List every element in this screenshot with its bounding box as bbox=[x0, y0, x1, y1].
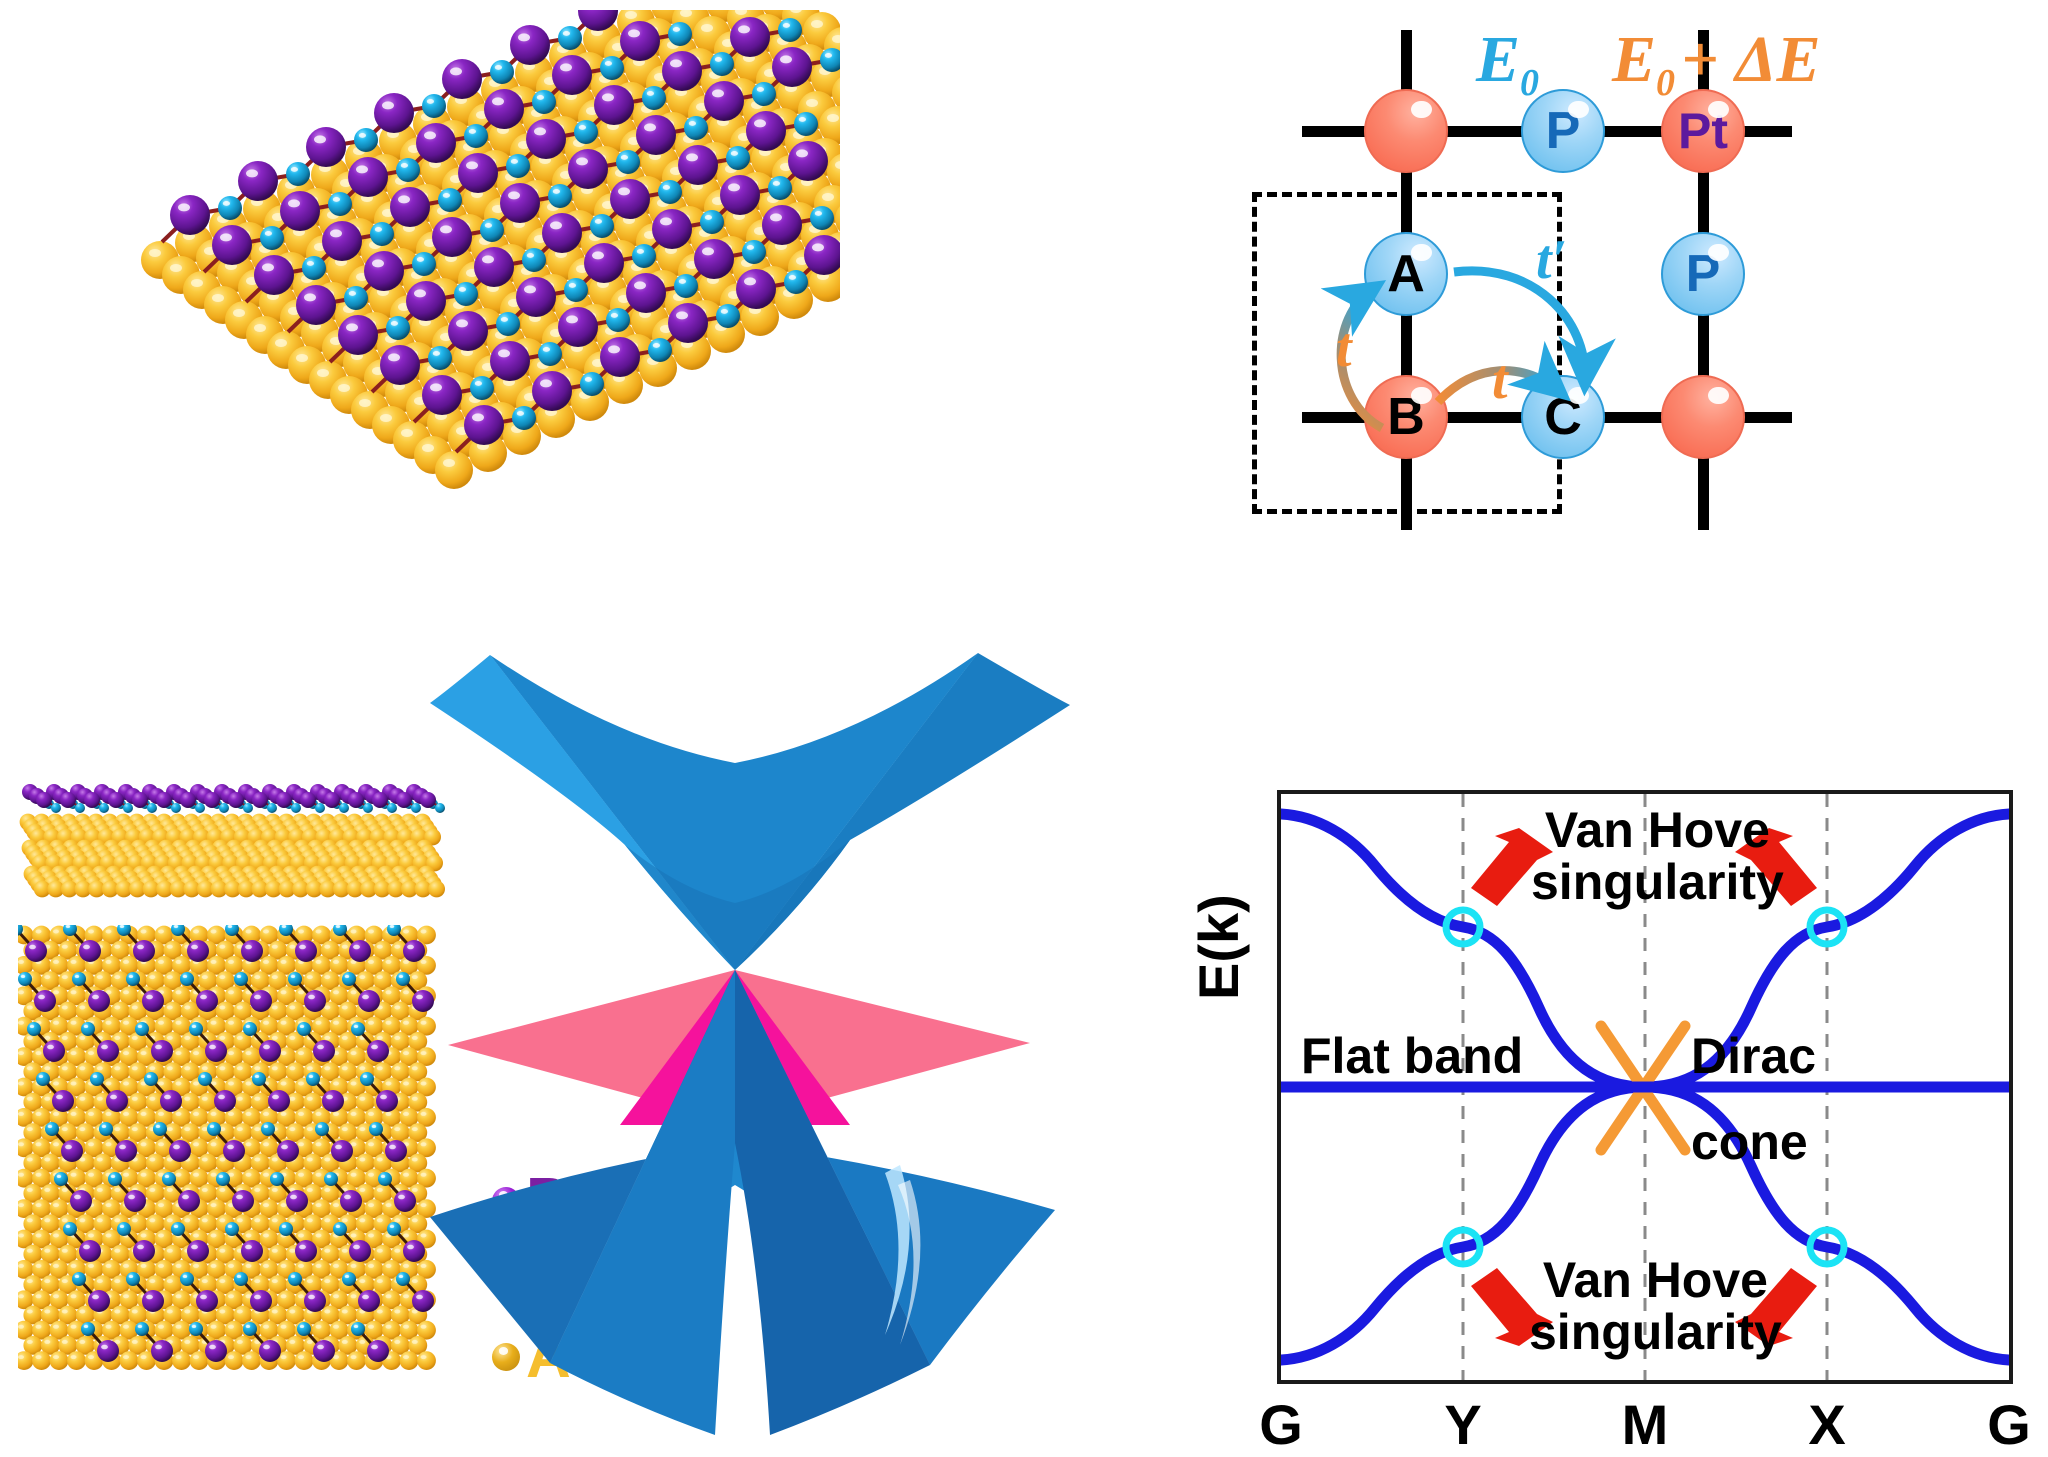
van-hove-markers bbox=[1442, 906, 1848, 1268]
node-label-b: B bbox=[1387, 388, 1425, 446]
lattice-node-b: B bbox=[1364, 375, 1448, 459]
band-curve-upper-right bbox=[1639, 808, 2009, 1093]
dirac-cone-line2: cone bbox=[1691, 1114, 1808, 1170]
lower-cone bbox=[430, 970, 1055, 1435]
arrow-vhs-upper-right bbox=[1735, 828, 1817, 906]
node-label-pt-top: Pt bbox=[1678, 103, 1728, 159]
vhs-bottom-line2: singularity bbox=[1529, 1304, 1782, 1360]
annotation-van-hove-bottom: Van Hove singularity bbox=[1529, 1254, 1782, 1358]
vhs-bottom-line1: Van Hove bbox=[1542, 1252, 1768, 1308]
van-hove-marker-lower-left bbox=[1442, 1226, 1484, 1268]
band-xtick-M: M bbox=[1621, 1393, 1669, 1456]
node-label-p-top: P bbox=[1545, 102, 1581, 160]
lattice-node-c: C bbox=[1521, 375, 1605, 459]
band-xtick-G-right: G bbox=[1987, 1393, 2031, 1456]
dirac-cone-line1: Dirac bbox=[1691, 1028, 1817, 1084]
vhs-top-line1: Van Hove bbox=[1544, 802, 1770, 858]
structure-topview-svg bbox=[9, 922, 436, 1370]
annotation-dirac-cone: Dirac cone bbox=[1691, 1030, 1816, 1168]
structure-side-svg bbox=[19, 784, 445, 898]
band-curve-lower-left bbox=[1281, 1081, 1651, 1366]
lattice-node-p-top: P bbox=[1521, 89, 1605, 173]
node-label-a: A bbox=[1387, 245, 1425, 303]
node-label-c: C bbox=[1544, 388, 1582, 446]
lattice-node-corner-bottom-right bbox=[1661, 375, 1745, 459]
energy-label-p: E0 bbox=[1476, 23, 1540, 105]
band-xtick-X: X bbox=[1808, 1393, 1846, 1456]
vhs-top-line2: singularity bbox=[1531, 854, 1784, 910]
hopping-label-tprime: t′ bbox=[1536, 229, 1568, 291]
band-curve-lower-right bbox=[1639, 1081, 2009, 1366]
lattice-node-a: A bbox=[1364, 232, 1448, 316]
node-label-p-right: P bbox=[1685, 245, 1721, 303]
structure-top-perspective bbox=[40, 0, 886, 550]
au-dot-icon bbox=[492, 1343, 520, 1371]
lattice-node-p-right: P bbox=[1661, 232, 1745, 316]
band-curve-upper-left bbox=[1281, 808, 1651, 1093]
lattice-node-corner-top bbox=[1364, 89, 1448, 173]
band-plot-y-axis-label: E(k) bbox=[1187, 894, 1250, 1000]
van-hove-marker-upper-left bbox=[1442, 906, 1484, 948]
structure-top-svg bbox=[141, 0, 886, 489]
dirac-cone-svg bbox=[430, 653, 1070, 1435]
dirac-cone-3d bbox=[430, 645, 1070, 1445]
band-structure-plot: Van Hove singularity Van Hove singularit… bbox=[1277, 790, 2013, 1384]
structure-top-view bbox=[9, 922, 438, 1375]
node-gloss-icon bbox=[1410, 100, 1432, 119]
arrow-vhs-upper-left bbox=[1471, 828, 1553, 906]
hopping-label-t-left: t bbox=[1336, 317, 1352, 379]
arrow-vhs-lower-left bbox=[1471, 1268, 1553, 1346]
van-hove-marker-lower-right bbox=[1806, 1226, 1848, 1268]
arrow-vhs-lower-right bbox=[1735, 1268, 1817, 1346]
annotation-van-hove-top: Van Hove singularity bbox=[1531, 804, 1784, 908]
structure-side-view bbox=[18, 770, 448, 915]
van-hove-marker-upper-right bbox=[1806, 906, 1848, 948]
tight-binding-lattice: E0 E0+ ΔE P Pt A P B C bbox=[1252, 0, 2048, 560]
band-xtick-G-left: G bbox=[1259, 1393, 1303, 1456]
node-gloss-icon bbox=[1707, 386, 1729, 405]
upper-cone bbox=[430, 653, 1070, 970]
hopping-label-t-bottom: t bbox=[1492, 349, 1508, 411]
energy-label-pt: E0+ ΔE bbox=[1612, 23, 1821, 105]
lattice-node-pt-top: Pt bbox=[1661, 89, 1745, 173]
band-xtick-Y: Y bbox=[1444, 1393, 1482, 1456]
annotation-arrows bbox=[1471, 828, 1817, 1346]
band-plot-svg bbox=[1281, 794, 2009, 1380]
annotation-flat-band: Flat band bbox=[1301, 1028, 1524, 1084]
